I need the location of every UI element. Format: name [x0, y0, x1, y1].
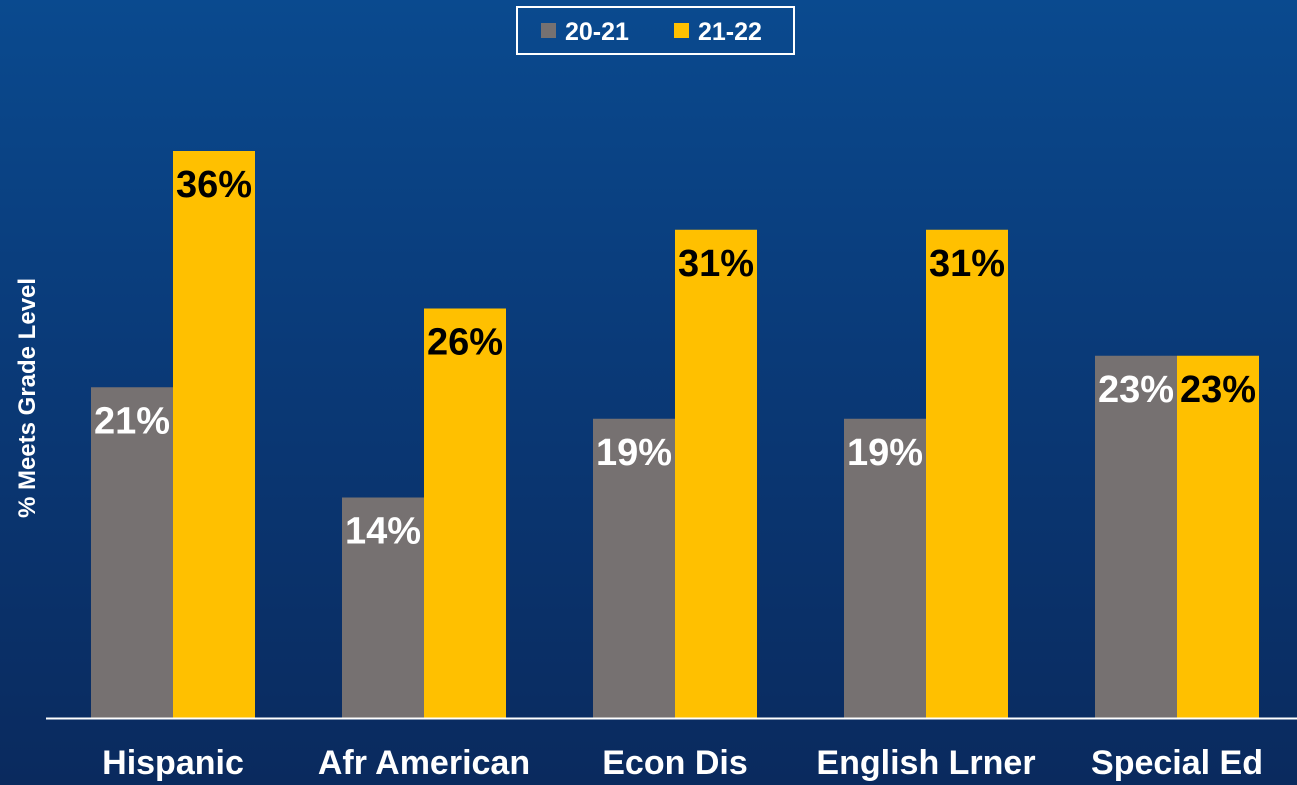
- legend-label-series-2: 21-22: [698, 18, 762, 46]
- legend-swatch-series-2: [674, 23, 689, 38]
- bar-2-2: [675, 229, 757, 718]
- category-label-0: Hispanic: [102, 744, 244, 782]
- value-labels-group: 21% 36% 14% 26% 19% 31% 19% 31% 23% 23%: [94, 164, 1256, 553]
- bar-1-1: [342, 497, 424, 718]
- category-label-2: Econ Dis: [602, 744, 747, 782]
- bar-2-1: [424, 308, 506, 718]
- y-axis-title: % Meets Grade Level: [14, 278, 41, 518]
- value-label-2-0: 36%: [176, 164, 252, 206]
- legend-swatch-series-1: [541, 23, 556, 38]
- legend: 20-21 21-22: [516, 6, 795, 55]
- bar-1-0: [91, 387, 173, 718]
- value-label-1-3: 19%: [847, 432, 923, 474]
- value-label-1-2: 19%: [596, 432, 672, 474]
- value-label-1-0: 21%: [94, 400, 170, 442]
- category-label-1: Afr American: [318, 744, 530, 782]
- bar-1-4: [1095, 355, 1177, 718]
- value-label-2-1: 26%: [427, 322, 503, 364]
- value-label-2-4: 23%: [1180, 369, 1256, 411]
- category-labels-group: Hispanic Afr American Econ Dis English Lrne…: [102, 744, 1263, 782]
- value-label-2-2: 31%: [678, 243, 754, 285]
- bar-2-3: [926, 229, 1008, 718]
- legend-label-series-1: 20-21: [565, 18, 629, 46]
- bar-1-2: [593, 418, 675, 718]
- legend-frame: [516, 6, 795, 55]
- value-label-1-1: 14%: [345, 511, 421, 553]
- bar-1-3: [844, 418, 926, 718]
- bar-2-0: [173, 151, 255, 718]
- value-label-2-3: 31%: [929, 243, 1005, 285]
- value-label-1-4: 23%: [1098, 369, 1174, 411]
- category-label-4: Special Ed: [1091, 744, 1263, 782]
- category-label-3: English Lrner: [816, 744, 1035, 782]
- bars-group: [91, 151, 1259, 718]
- bar-2-4: [1177, 355, 1259, 718]
